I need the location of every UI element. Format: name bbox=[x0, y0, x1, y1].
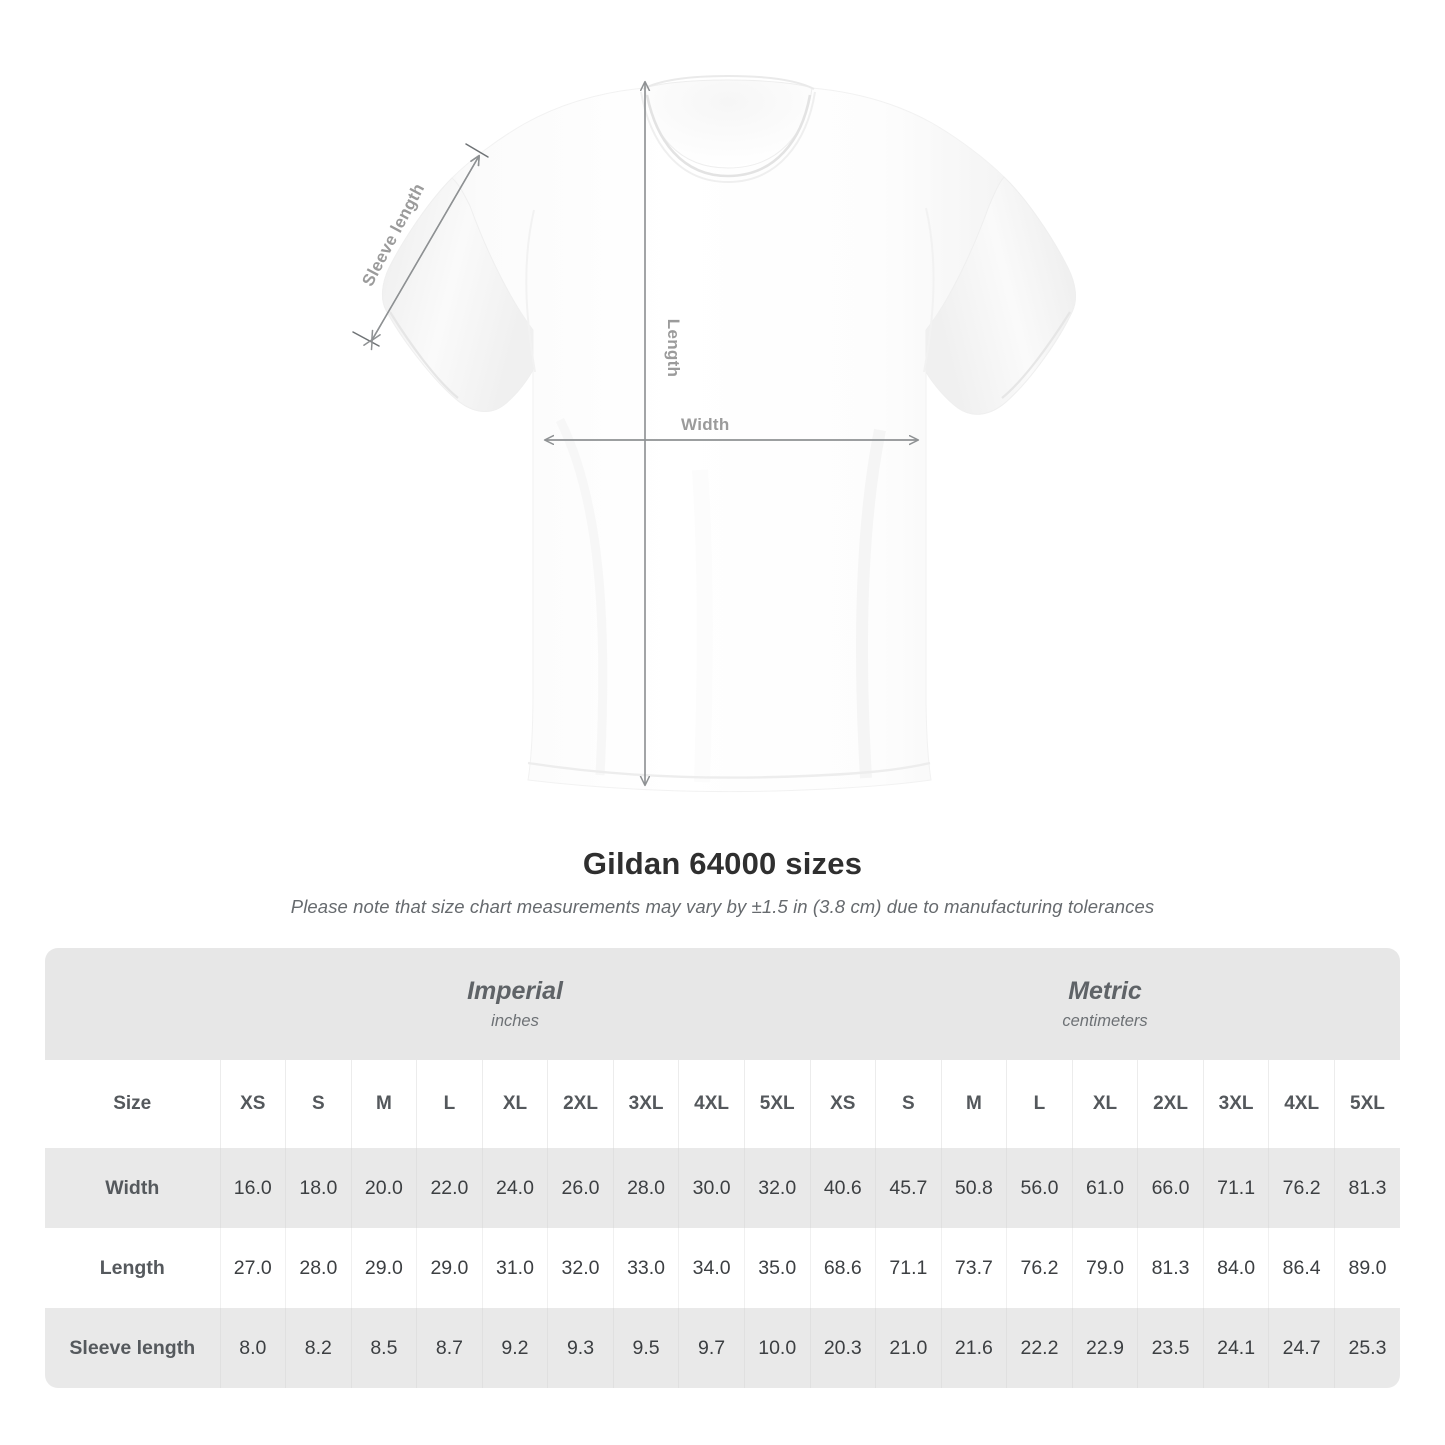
table-row: Width 16.0 18.0 20.0 22.0 24.0 26.0 28.0 30.0 32.… bbox=[45, 1148, 1400, 1228]
cell-r2-c7: 9.7 bbox=[678, 1308, 745, 1388]
cell-r1-c16: 86.4 bbox=[1268, 1228, 1335, 1308]
size-header-1: S bbox=[285, 1060, 352, 1148]
cell-r0-c17: 81.3 bbox=[1333, 1148, 1400, 1228]
cell-r2-c11: 21.6 bbox=[940, 1308, 1007, 1388]
cell-r1-c9: 68.6 bbox=[809, 1228, 876, 1308]
size-header-5: 2XL bbox=[547, 1060, 614, 1148]
cell-r0-c11: 50.8 bbox=[940, 1148, 1007, 1228]
cell-r1-c0: 27.0 bbox=[219, 1228, 286, 1308]
size-chart-table: Imperial inches Metric centimeters Size … bbox=[45, 948, 1400, 1388]
cell-r1-c15: 84.0 bbox=[1202, 1228, 1269, 1308]
unit-group-metric: Metric centimeters bbox=[810, 948, 1400, 1060]
cell-r1-c2: 29.0 bbox=[350, 1228, 417, 1308]
chart-heading: Gildan 64000 sizes Please note that size… bbox=[0, 845, 1445, 918]
tshirt-illustration bbox=[352, 74, 1076, 793]
cell-r1-c7: 34.0 bbox=[678, 1228, 745, 1308]
cell-r2-c6: 9.5 bbox=[612, 1308, 679, 1388]
size-header-16: 4XL bbox=[1268, 1060, 1335, 1148]
cell-r1-c3: 29.0 bbox=[416, 1228, 483, 1308]
cell-r0-c1: 18.0 bbox=[285, 1148, 352, 1228]
cell-r0-c12: 56.0 bbox=[1006, 1148, 1073, 1228]
cell-r0-c10: 45.7 bbox=[875, 1148, 942, 1228]
cell-r2-c3: 8.7 bbox=[416, 1308, 483, 1388]
size-header-4: XL bbox=[481, 1060, 548, 1148]
row-label-1: Length bbox=[45, 1228, 220, 1308]
tolerance-note: Please note that size chart measurements… bbox=[290, 896, 1155, 918]
cell-r1-c5: 32.0 bbox=[547, 1228, 614, 1308]
cell-r2-c1: 8.2 bbox=[285, 1308, 352, 1388]
size-header-13: XL bbox=[1071, 1060, 1138, 1148]
cell-r2-c9: 20.3 bbox=[809, 1308, 876, 1388]
cell-r0-c13: 61.0 bbox=[1071, 1148, 1138, 1228]
width-label: Width bbox=[681, 415, 730, 434]
cell-r2-c15: 24.1 bbox=[1202, 1308, 1269, 1388]
row-label-0: Width bbox=[45, 1148, 220, 1228]
unit-sub-metric: centimeters bbox=[1062, 1012, 1148, 1031]
size-header-6: 3XL bbox=[612, 1060, 679, 1148]
cell-r1-c11: 73.7 bbox=[940, 1228, 1007, 1308]
size-header-0: XS bbox=[219, 1060, 286, 1148]
cell-r0-c8: 32.0 bbox=[743, 1148, 811, 1228]
cell-r1-c6: 33.0 bbox=[612, 1228, 679, 1308]
size-header-10: S bbox=[875, 1060, 942, 1148]
unit-spacer-cell bbox=[45, 948, 220, 1060]
page-title: Gildan 64000 sizes bbox=[582, 846, 863, 881]
cell-r0-c2: 20.0 bbox=[350, 1148, 417, 1228]
cell-r0-c5: 26.0 bbox=[547, 1148, 614, 1228]
cell-r1-c10: 71.1 bbox=[875, 1228, 942, 1308]
cell-r1-c13: 79.0 bbox=[1071, 1228, 1138, 1308]
cell-r0-c15: 71.1 bbox=[1202, 1148, 1269, 1228]
size-header-11: M bbox=[940, 1060, 1007, 1148]
cell-r2-c10: 21.0 bbox=[875, 1308, 942, 1388]
cell-r0-c3: 22.0 bbox=[416, 1148, 483, 1228]
cell-r2-c17: 25.3 bbox=[1333, 1308, 1400, 1388]
cell-r2-c13: 22.9 bbox=[1071, 1308, 1138, 1388]
cell-r2-c12: 22.2 bbox=[1006, 1308, 1073, 1388]
size-chart-table-wrapper: Imperial inches Metric centimeters Size … bbox=[45, 948, 1400, 1388]
length-label: Length bbox=[664, 318, 684, 378]
cell-r0-c6: 28.0 bbox=[612, 1148, 679, 1228]
cell-r0-c0: 16.0 bbox=[219, 1148, 286, 1228]
size-header-7: 4XL bbox=[678, 1060, 745, 1148]
size-header-3: L bbox=[416, 1060, 483, 1148]
cell-r0-c16: 76.2 bbox=[1268, 1148, 1335, 1228]
cell-r0-c7: 30.0 bbox=[678, 1148, 745, 1228]
size-header-row: Size XS S M L XL 2XL 3XL 4XL 5XL XS S M L XL 2XL 3XL 4XL… bbox=[45, 1060, 1400, 1148]
size-header-label: Size bbox=[45, 1060, 220, 1148]
unit-group-imperial: Imperial inches bbox=[220, 948, 811, 1060]
size-header-9: XS bbox=[809, 1060, 876, 1148]
cell-r2-c2: 8.5 bbox=[350, 1308, 417, 1388]
cell-r0-c4: 24.0 bbox=[481, 1148, 548, 1228]
cell-r1-c14: 81.3 bbox=[1137, 1228, 1204, 1308]
cell-r0-c9: 40.6 bbox=[809, 1148, 876, 1228]
size-header-14: 2XL bbox=[1137, 1060, 1204, 1148]
size-header-2: M bbox=[350, 1060, 417, 1148]
table-row: Length 27.0 28.0 29.0 29.0 31.0 32.0 33.0 34.0 35… bbox=[45, 1228, 1400, 1308]
size-header-17: 5XL bbox=[1333, 1060, 1400, 1148]
unit-header-row: Imperial inches Metric centimeters bbox=[45, 948, 1400, 1060]
cell-r1-c4: 31.0 bbox=[481, 1228, 548, 1308]
cell-r2-c16: 24.7 bbox=[1268, 1308, 1335, 1388]
cell-r1-c12: 76.2 bbox=[1006, 1228, 1073, 1308]
table-row: Sleeve length 8.0 8.2 8.5 8.7 9.2 9.3 9.5 9.7 10.… bbox=[45, 1308, 1400, 1388]
tshirt-diagram: Sleeve length Length Width bbox=[352, 74, 1076, 793]
size-header-15: 3XL bbox=[1202, 1060, 1269, 1148]
size-header-8: 5XL bbox=[743, 1060, 811, 1148]
cell-r0-c14: 66.0 bbox=[1137, 1148, 1204, 1228]
sleeve-length-dimension bbox=[352, 143, 489, 346]
row-label-2: Sleeve length bbox=[45, 1308, 220, 1388]
unit-name-imperial: Imperial bbox=[467, 976, 563, 1005]
unit-name-metric: Metric bbox=[1068, 976, 1142, 1005]
cell-r2-c5: 9.3 bbox=[547, 1308, 614, 1388]
cell-r2-c8: 10.0 bbox=[743, 1308, 811, 1388]
size-header-12: L bbox=[1006, 1060, 1073, 1148]
cell-r1-c1: 28.0 bbox=[285, 1228, 352, 1308]
cell-r1-c8: 35.0 bbox=[743, 1228, 811, 1308]
cell-r2-c0: 8.0 bbox=[219, 1308, 286, 1388]
cell-r2-c14: 23.5 bbox=[1137, 1308, 1204, 1388]
cell-r2-c4: 9.2 bbox=[481, 1308, 548, 1388]
cell-r1-c17: 89.0 bbox=[1333, 1228, 1400, 1308]
unit-sub-imperial: inches bbox=[491, 1012, 539, 1031]
